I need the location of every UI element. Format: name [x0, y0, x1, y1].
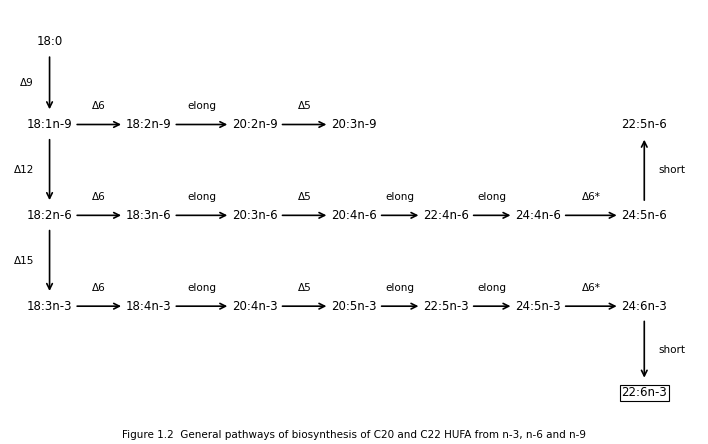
Text: 18:2n-9: 18:2n-9 — [126, 118, 171, 131]
Text: 24:4n-6: 24:4n-6 — [515, 209, 561, 222]
Text: elong: elong — [188, 283, 216, 293]
Text: 22:5n-6: 22:5n-6 — [622, 118, 667, 131]
Text: Δ6: Δ6 — [92, 283, 106, 293]
Text: 18:2n-6: 18:2n-6 — [27, 209, 72, 222]
Text: elong: elong — [188, 101, 216, 111]
Text: Δ5: Δ5 — [297, 101, 312, 111]
Text: 24:5n-3: 24:5n-3 — [515, 300, 561, 313]
Text: 18:4n-3: 18:4n-3 — [126, 300, 171, 313]
Text: short: short — [658, 165, 685, 175]
Text: 18:3n-3: 18:3n-3 — [27, 300, 72, 313]
Text: 24:5n-6: 24:5n-6 — [622, 209, 667, 222]
Text: Δ6*: Δ6* — [582, 283, 600, 293]
Text: 24:6n-3: 24:6n-3 — [622, 300, 667, 313]
Text: 18:1n-9: 18:1n-9 — [27, 118, 72, 131]
Text: 20:4n-6: 20:4n-6 — [331, 209, 377, 222]
Text: elong: elong — [478, 192, 506, 202]
Text: Δ5: Δ5 — [297, 283, 312, 293]
Text: Δ9: Δ9 — [21, 78, 34, 88]
Text: Figure 1.2  General pathways of biosynthesis of C20 and C22 HUFA from n-3, n-6 a: Figure 1.2 General pathways of biosynthe… — [122, 429, 586, 440]
Text: elong: elong — [386, 283, 414, 293]
Text: 20:3n-9: 20:3n-9 — [331, 118, 377, 131]
Text: 18:3n-6: 18:3n-6 — [126, 209, 171, 222]
Text: Δ5: Δ5 — [297, 192, 312, 202]
Text: short: short — [658, 345, 685, 355]
Text: 22:6n-3: 22:6n-3 — [622, 386, 667, 400]
Text: 22:5n-3: 22:5n-3 — [423, 300, 469, 313]
Text: elong: elong — [188, 192, 216, 202]
Text: Δ6: Δ6 — [92, 101, 106, 111]
Text: Δ6: Δ6 — [92, 192, 106, 202]
Text: Δ12: Δ12 — [13, 165, 34, 175]
Text: 20:4n-3: 20:4n-3 — [232, 300, 278, 313]
Text: elong: elong — [386, 192, 414, 202]
Text: Δ15: Δ15 — [13, 256, 34, 266]
Text: elong: elong — [478, 283, 506, 293]
Text: 22:4n-6: 22:4n-6 — [423, 209, 469, 222]
Text: 20:3n-6: 20:3n-6 — [232, 209, 278, 222]
Text: 18:0: 18:0 — [36, 36, 63, 48]
Text: 20:2n-9: 20:2n-9 — [232, 118, 278, 131]
Text: 20:5n-3: 20:5n-3 — [331, 300, 377, 313]
Text: Δ6*: Δ6* — [582, 192, 600, 202]
